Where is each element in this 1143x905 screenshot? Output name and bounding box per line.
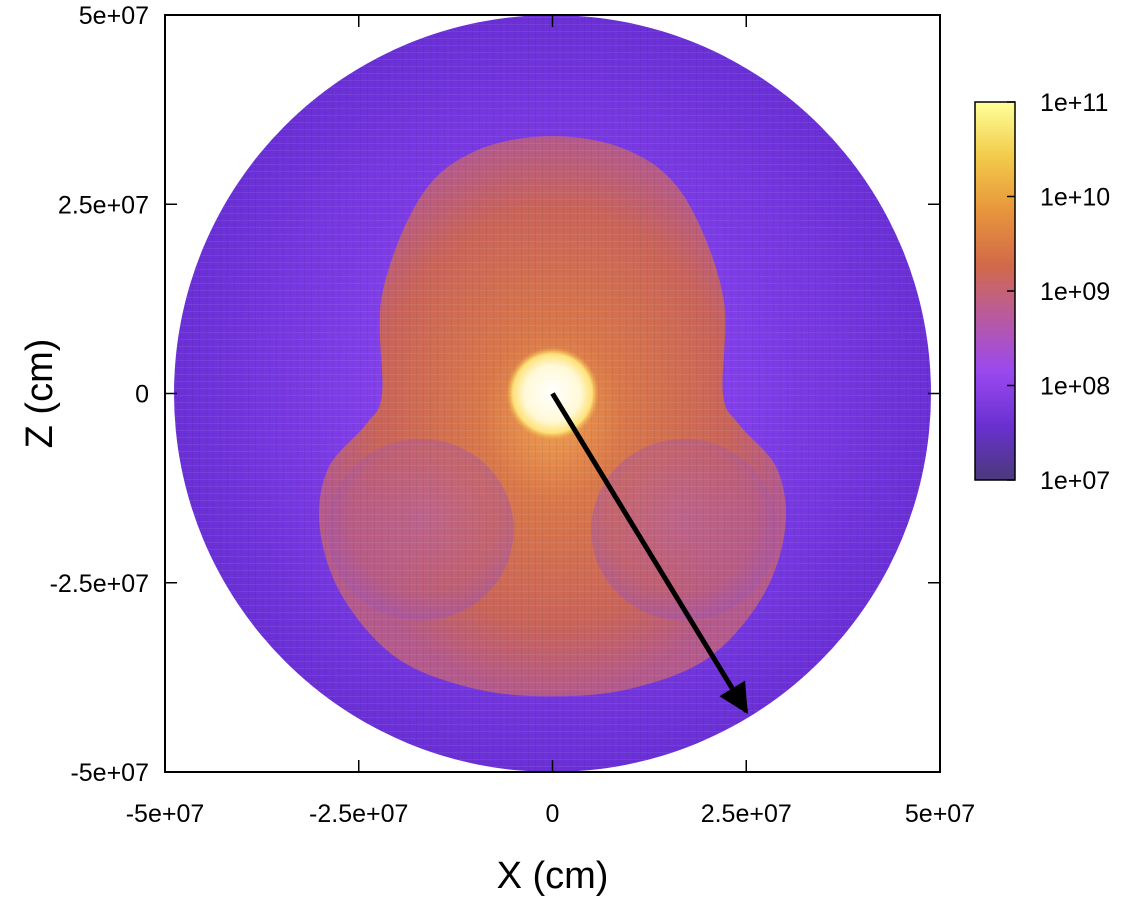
y-tick: -2.5e+07	[50, 570, 940, 598]
colorbar-tick-label: 1e+07	[1040, 467, 1110, 495]
y-tick: 0	[135, 381, 940, 409]
colorbar-tick: 1e+11	[1007, 89, 1108, 117]
colorbar-tick-label: 1e+09	[1040, 278, 1110, 306]
x-tick: 5e+07	[905, 15, 975, 828]
x-tick-label: -5e+07	[126, 800, 205, 828]
colorbar: 1e+11 1e+10 1e+09 1e+08 1e+07	[974, 89, 1110, 495]
x-tick-label: -2.5e+07	[309, 800, 408, 828]
y-tick-label: -5e+07	[70, 759, 149, 787]
y-tick-label: 2.5e+07	[58, 191, 149, 219]
y-axis-label: Z (cm)	[19, 339, 61, 449]
x-tick: -5e+07	[126, 15, 205, 828]
x-tick-label: 0	[546, 800, 560, 828]
y-tick: 5e+07	[79, 2, 940, 30]
direction-arrow	[550, 392, 749, 715]
y-tick: 2.5e+07	[58, 191, 940, 219]
field-map	[174, 15, 931, 772]
y-tick-label: 5e+07	[79, 2, 149, 30]
x-axis-label: X (cm)	[497, 855, 609, 897]
colorbar-tick-label: 1e+10	[1040, 184, 1110, 212]
x-axis-ticks: -5e+07 -2.5e+07 0 2.5e+07 5e+07	[126, 15, 975, 828]
x-tick: 2.5e+07	[701, 15, 792, 828]
colorbar-tick: 1e+10	[1007, 184, 1110, 212]
x-tick: -2.5e+07	[309, 15, 408, 828]
colorbar-tick-label: 1e+11	[1040, 89, 1108, 117]
x-tick: 0	[546, 15, 560, 828]
y-tick: -5e+07	[70, 759, 940, 787]
colorbar-tick-label: 1e+08	[1040, 373, 1110, 401]
colorbar-tick: 1e+09	[1007, 278, 1110, 306]
colorbar-ticks: 1e+11 1e+10 1e+09 1e+08 1e+07	[1007, 89, 1110, 495]
x-tick-label: 2.5e+07	[701, 800, 792, 828]
colorbar-tick: 1e+07	[1007, 467, 1110, 495]
y-axis-ticks: 5e+07 2.5e+07 0 -2.5e+07 -5e+07	[50, 2, 940, 787]
x-tick-label: 5e+07	[905, 800, 975, 828]
colorbar-tick: 1e+08	[1007, 373, 1110, 401]
y-tick-label: -2.5e+07	[50, 570, 149, 598]
y-tick-label: 0	[135, 381, 149, 409]
